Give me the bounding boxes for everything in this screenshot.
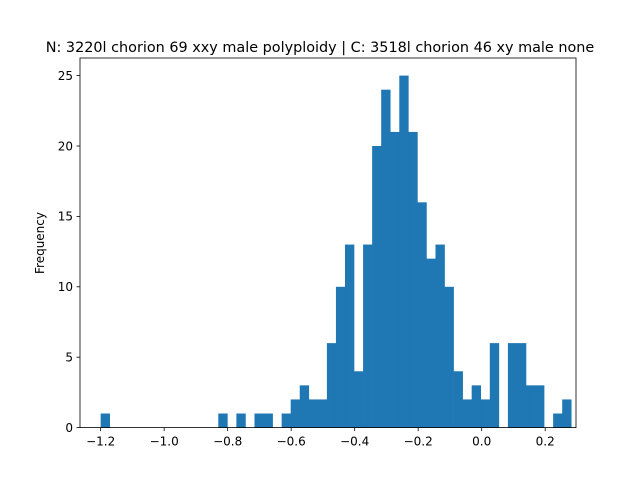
histogram-bar bbox=[354, 371, 364, 428]
histogram-bar bbox=[462, 399, 472, 428]
plot-frame bbox=[79, 57, 577, 429]
y-axis-ticks: 0 5 10 15 20 25 bbox=[58, 69, 80, 435]
histogram-bar bbox=[480, 399, 491, 428]
histogram-bar bbox=[290, 399, 301, 428]
histogram-bar bbox=[100, 413, 110, 428]
y-tick-label: 15 bbox=[58, 210, 73, 224]
histogram-bar bbox=[562, 399, 572, 428]
histogram-bar bbox=[535, 385, 545, 428]
histogram-bar bbox=[254, 413, 264, 428]
histogram-bar bbox=[263, 413, 273, 428]
histogram-bar bbox=[471, 385, 482, 428]
histogram-bar bbox=[236, 413, 246, 428]
x-tick-label: −0.4 bbox=[340, 435, 369, 449]
histogram-bar bbox=[326, 343, 337, 428]
histogram-bar bbox=[363, 244, 373, 428]
histogram-bar bbox=[453, 371, 463, 428]
x-tick-label: −0.8 bbox=[213, 435, 242, 449]
histogram-bar bbox=[408, 131, 418, 428]
histogram-bar bbox=[444, 286, 454, 428]
histogram-bar bbox=[335, 286, 346, 428]
histogram-bar bbox=[417, 202, 427, 428]
x-tick-label: 0.2 bbox=[536, 435, 555, 449]
histogram-bar bbox=[317, 399, 328, 428]
histogram-bar bbox=[399, 75, 409, 428]
histogram-bar bbox=[525, 385, 536, 428]
y-tick-label: 10 bbox=[58, 280, 73, 294]
histogram-bars bbox=[100, 75, 572, 428]
histogram-bar bbox=[390, 131, 400, 428]
x-tick-label: −1.2 bbox=[86, 435, 115, 449]
histogram-bar bbox=[281, 413, 291, 428]
histogram-bar bbox=[218, 413, 228, 428]
histogram-bar bbox=[489, 343, 500, 428]
histogram-bar bbox=[516, 343, 527, 428]
histogram-bar bbox=[308, 399, 319, 428]
histogram-bar bbox=[299, 385, 310, 428]
histogram-bar bbox=[426, 258, 436, 428]
histogram-bar bbox=[507, 343, 518, 428]
x-tick-label: −0.2 bbox=[404, 435, 433, 449]
y-tick-label: 20 bbox=[58, 139, 73, 153]
y-tick-label: 5 bbox=[65, 351, 73, 365]
histogram-bar bbox=[553, 413, 563, 428]
y-tick-label: 0 bbox=[65, 421, 73, 435]
x-tick-label: −1.0 bbox=[150, 435, 179, 449]
histogram-bar bbox=[372, 146, 382, 428]
x-axis-ticks: −1.2 −1.0 −0.8 −0.6 −0.4 −0.2 0.0 0.2 bbox=[86, 427, 555, 449]
histogram-bar bbox=[344, 244, 355, 428]
chart-title: N: 3220l chorion 69 xxy male polyploidy … bbox=[46, 40, 595, 56]
x-tick-label: 0.0 bbox=[472, 435, 491, 449]
histogram-bar bbox=[435, 244, 445, 428]
histogram-bar bbox=[381, 89, 391, 428]
y-axis-label: Frequency bbox=[33, 212, 47, 274]
x-tick-label: −0.6 bbox=[277, 435, 306, 449]
y-tick-label: 25 bbox=[58, 69, 73, 83]
